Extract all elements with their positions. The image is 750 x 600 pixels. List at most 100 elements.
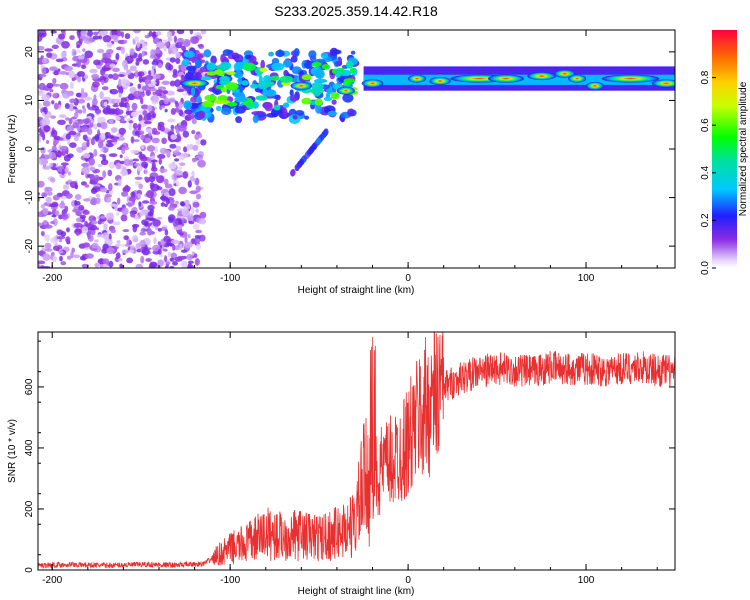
heatmap-core-cell <box>301 74 312 81</box>
heatmap-noise-cell <box>101 79 105 86</box>
heatmap-noise-cell <box>197 159 206 168</box>
heatmap-scatter-cell <box>308 50 317 59</box>
heatmap-noise-cell <box>154 145 158 154</box>
heatmap-noise-cell <box>51 129 58 138</box>
heatmap-noise-cell <box>102 170 107 178</box>
heatmap-noise-cell <box>164 203 168 208</box>
snr-panel: -200 -100 0 100 0 200 400 600 Height of straig… <box>7 331 676 597</box>
heatmap-noise-cell <box>158 158 163 165</box>
heatmap-scatter-cell <box>347 108 355 117</box>
heatmap-noise-cell <box>66 238 70 244</box>
heatmap-noise-cell <box>110 127 118 133</box>
heatmap-noise-cell <box>39 30 47 33</box>
heatmap-noise-cell <box>106 142 114 148</box>
heatmap-noise-cell <box>92 35 101 40</box>
heatmap-scatter-cell <box>342 93 354 103</box>
heatmap-noise-cell <box>128 249 134 253</box>
heatmap-noise-cell <box>58 33 66 40</box>
heatmap-noise-cell <box>134 176 143 180</box>
heatmap-core-cell <box>343 78 355 83</box>
heatmap-noise-cell <box>158 248 162 255</box>
heatmap-core-cell <box>314 98 323 106</box>
heatmap-noise-cell <box>40 204 46 209</box>
heatmap-noise-cell <box>73 51 77 56</box>
heatmap-noise-cell <box>145 258 152 262</box>
heatmap-noise-cell <box>66 255 72 260</box>
heatmap-noise-cell <box>179 162 186 166</box>
heatmap-noise-cell <box>180 249 188 253</box>
heatmap-noise-cell <box>38 158 48 166</box>
heatmap-noise-cell <box>180 201 186 207</box>
heatmap-noise-cell <box>178 41 184 46</box>
heatmap-noise-cell <box>161 105 166 109</box>
heatmap-noise-cell <box>49 66 58 71</box>
heatmap-noise-cell <box>99 91 104 100</box>
heatmap-scatter-cell <box>294 110 305 116</box>
heatmap-noise-cell <box>83 74 89 80</box>
heatmap-x-axis-label: Height of straight line (km) <box>298 285 415 296</box>
heatmap-noise-cell <box>108 119 114 124</box>
heatmap-noise-cell <box>175 52 181 59</box>
heatmap-noise-cell <box>119 154 123 159</box>
heatmap-core-cell <box>263 75 272 83</box>
heatmap-core-cell <box>279 75 294 83</box>
heatmap-noise-cell <box>45 196 52 204</box>
heatmap-noise-cell <box>38 260 46 265</box>
heatmap-noise-cell <box>166 90 175 96</box>
heatmap-scatter-cell <box>216 105 222 112</box>
heatmap-noise-cell <box>194 258 200 266</box>
heatmap-noise-cell <box>61 168 65 176</box>
heatmap-noise-cell <box>152 58 159 63</box>
heatmap-branch-cell <box>316 137 322 145</box>
heatmap-noise-cell <box>195 229 203 234</box>
heatmap-noise-cell <box>186 253 193 261</box>
heatmap-noise-cell <box>52 77 57 85</box>
heatmap-noise-cell <box>198 43 205 50</box>
heatmap-noise-cell <box>132 196 136 205</box>
heatmap-noise-cell <box>180 74 185 80</box>
heatmap-noise-cell <box>187 215 194 222</box>
heatmap-noise-cell <box>164 42 170 47</box>
snr-series-line <box>38 332 675 570</box>
heatmap-noise-cell <box>167 36 173 42</box>
heatmap-core-cell <box>246 101 256 109</box>
heatmap-scatter-cell <box>290 55 298 63</box>
heatmap-noise-cell <box>190 238 196 245</box>
heatmap-noise-cell <box>147 211 154 217</box>
heatmap-noise-cell <box>148 70 152 76</box>
heatmap-noise-cell <box>132 158 140 162</box>
heatmap-noise-cell <box>90 137 96 146</box>
snr-y-ticks: 0 200 400 600 <box>24 340 675 573</box>
heatmap-core-cell <box>312 88 321 97</box>
heatmap-noise-cell <box>163 39 168 43</box>
heatmap-noise-cell <box>165 198 170 205</box>
heatmap-noise-cell <box>152 97 159 103</box>
heatmap-scatter-cell <box>282 59 293 68</box>
heatmap-noise-cell <box>156 216 163 220</box>
heatmap-noise-cell <box>120 244 126 247</box>
heatmap-noise-cell <box>81 162 90 168</box>
heatmap-noise-cell <box>53 102 59 110</box>
heatmap-noise-cell <box>83 152 91 159</box>
colorbar-tick-label: 0.8 <box>700 70 711 84</box>
heatmap-noise-cell <box>173 35 177 43</box>
heatmap-noise-cell <box>106 139 113 144</box>
heatmap-noise-cell <box>82 107 87 114</box>
heatmap-scatter-cell <box>184 109 193 115</box>
heatmap-noise-cell <box>126 195 131 203</box>
heatmap-noise-cell <box>102 96 111 101</box>
heatmap-noise-cell <box>133 30 141 34</box>
heatmap-noise-cell <box>38 45 45 51</box>
heatmap-core-cell <box>227 101 238 107</box>
heatmap-noise-cell <box>49 203 58 208</box>
heatmap-core-cell <box>301 97 312 105</box>
heatmap-noise-cell <box>111 34 119 40</box>
heatmap-noise-cell <box>137 132 141 138</box>
heatmap-noise-cell <box>195 243 202 250</box>
heatmap-core-cell <box>346 60 354 69</box>
heatmap-noise-cell <box>106 42 113 48</box>
heatmap-noise-cell <box>116 240 121 244</box>
snr-x-tick-label: -200 <box>42 575 62 586</box>
heatmap-noise-cell <box>170 239 180 245</box>
